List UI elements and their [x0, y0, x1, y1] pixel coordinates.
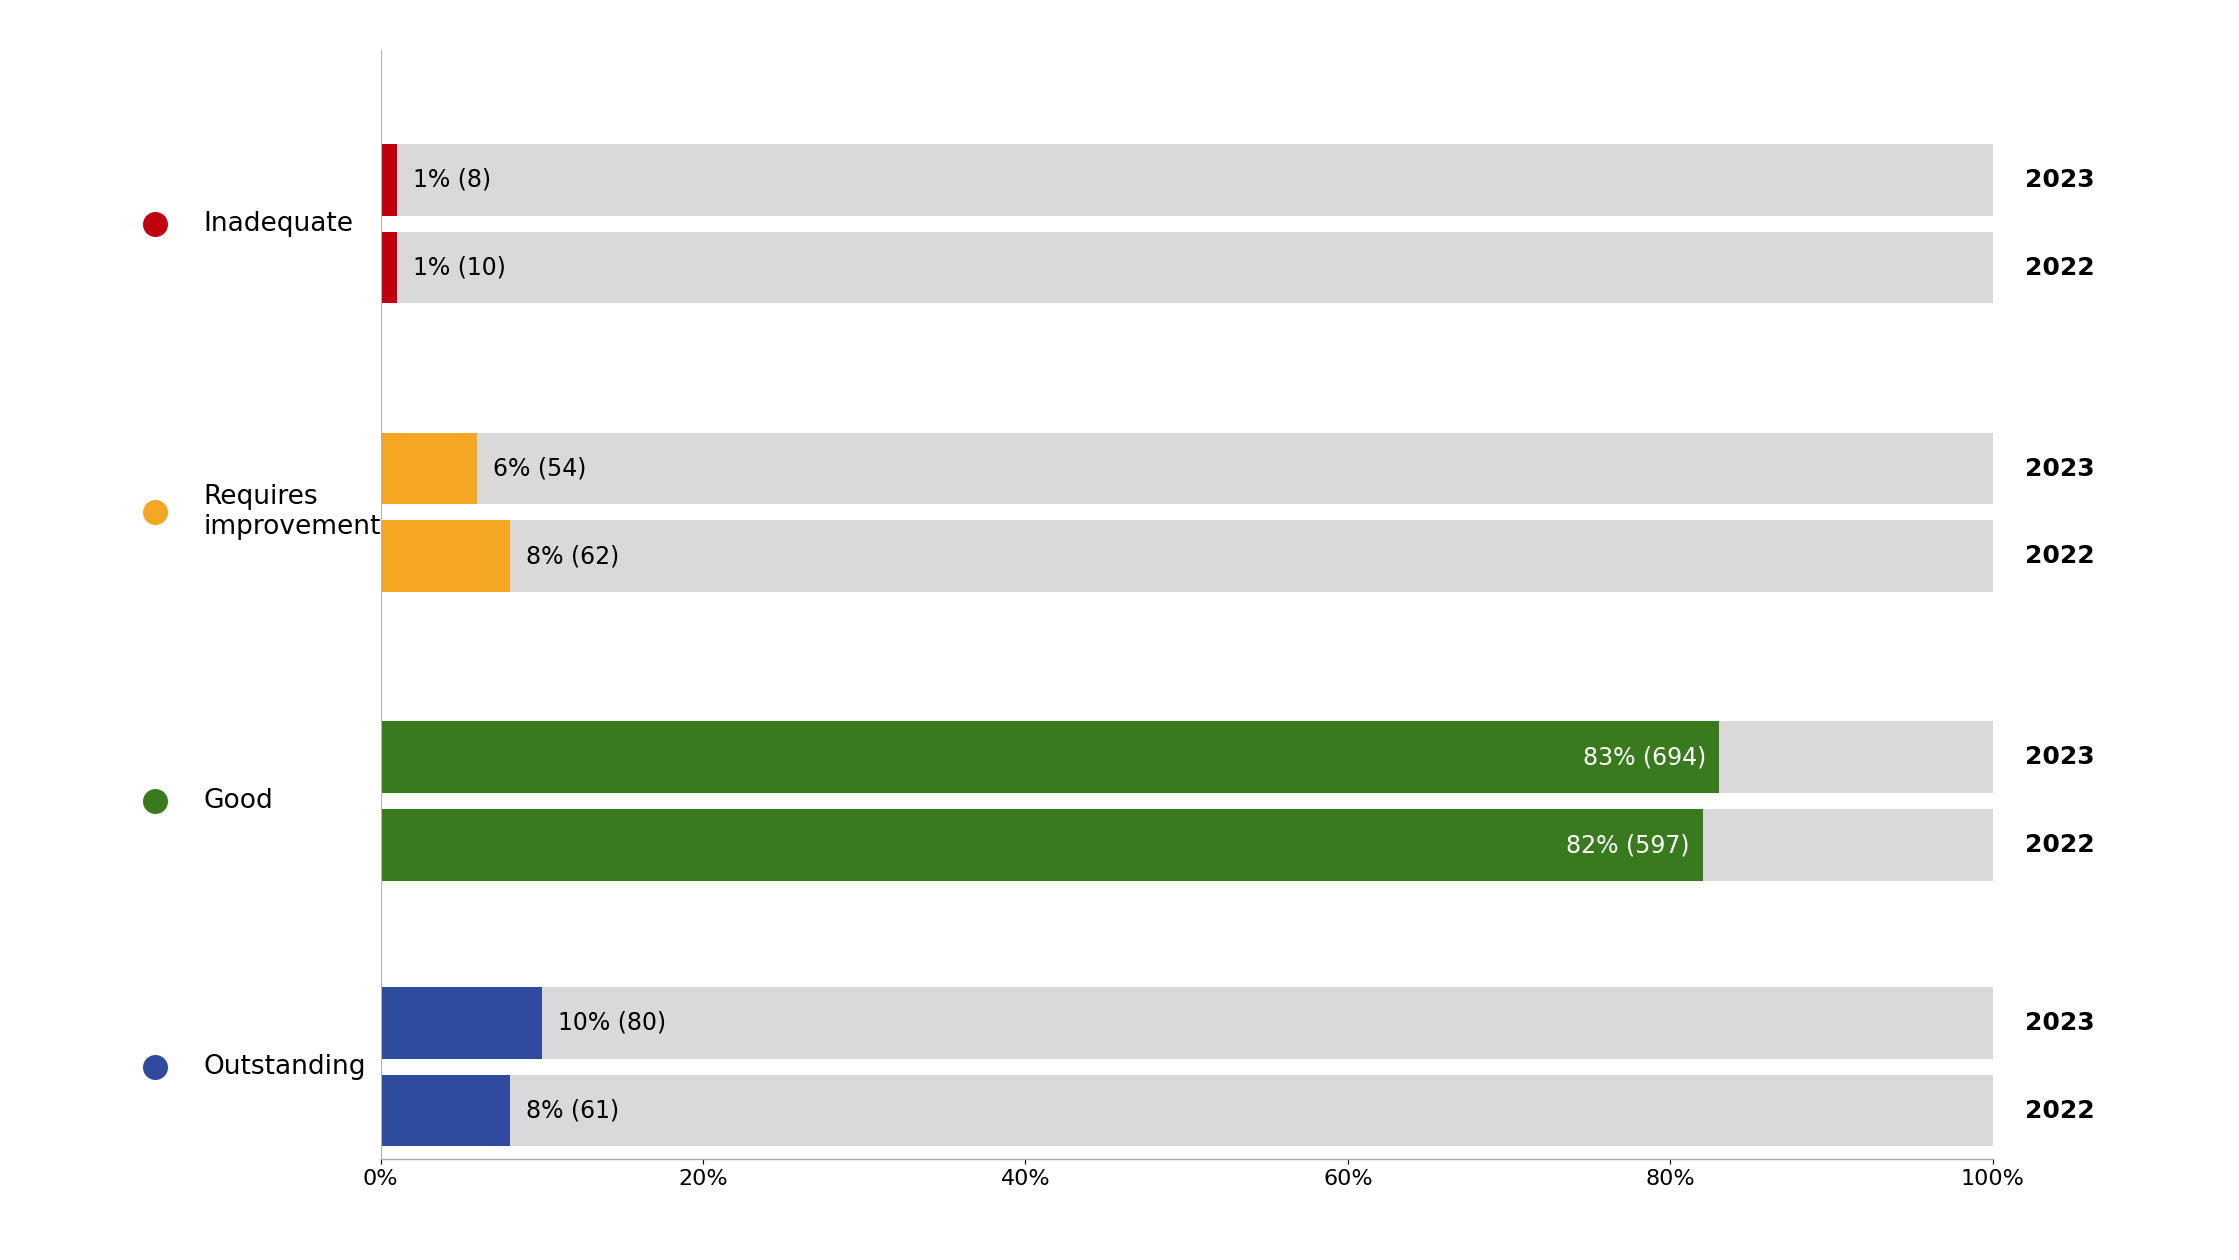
- Bar: [381, 432, 1993, 504]
- Text: 2022: 2022: [2024, 256, 2093, 280]
- Text: 8% (62): 8% (62): [526, 544, 618, 568]
- Bar: [381, 987, 542, 1058]
- Text: Good: Good: [204, 789, 273, 814]
- Bar: [381, 809, 1993, 881]
- Text: 82% (597): 82% (597): [1565, 833, 1690, 857]
- Bar: [381, 722, 1720, 793]
- Text: 10% (80): 10% (80): [558, 1011, 665, 1034]
- Text: 1% (10): 1% (10): [412, 256, 506, 280]
- Text: 2022: 2022: [2024, 833, 2093, 857]
- Bar: [381, 722, 1993, 793]
- Text: Outstanding: Outstanding: [204, 1053, 365, 1080]
- Text: 6% (54): 6% (54): [493, 456, 587, 480]
- Bar: [381, 232, 1993, 304]
- Bar: [381, 520, 1993, 592]
- Text: 2022: 2022: [2024, 1099, 2093, 1123]
- Bar: [381, 144, 1993, 215]
- Bar: [381, 520, 510, 592]
- Text: 2023: 2023: [2024, 456, 2093, 480]
- Bar: [381, 987, 1993, 1058]
- Text: 2023: 2023: [2024, 1011, 2093, 1034]
- Bar: [381, 144, 396, 215]
- Text: 8% (61): 8% (61): [526, 1099, 618, 1123]
- Text: 1% (8): 1% (8): [412, 168, 490, 192]
- Text: 2023: 2023: [2024, 168, 2093, 192]
- Text: 2022: 2022: [2024, 544, 2093, 568]
- Text: Requires
improvement: Requires improvement: [204, 484, 381, 541]
- Text: 83% (694): 83% (694): [1583, 745, 1706, 770]
- Bar: [381, 432, 477, 504]
- Text: 2023: 2023: [2024, 745, 2093, 770]
- Bar: [381, 232, 396, 304]
- Bar: [381, 1075, 510, 1147]
- Bar: [381, 1075, 1993, 1147]
- Text: Inadequate: Inadequate: [204, 210, 354, 237]
- Bar: [381, 809, 1702, 881]
